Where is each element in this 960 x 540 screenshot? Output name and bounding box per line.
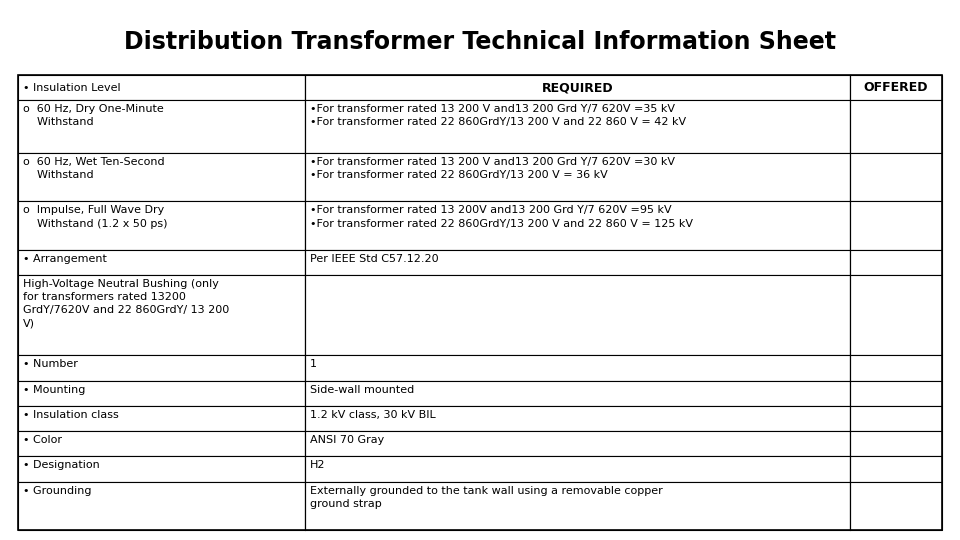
Bar (850, 355, 942, 381)
Bar (850, 153, 942, 201)
Bar (850, 482, 942, 530)
Text: H2: H2 (310, 461, 325, 470)
Bar (18, 482, 305, 530)
Text: • Color: • Color (23, 435, 62, 445)
Text: • Insulation class: • Insulation class (23, 410, 119, 420)
Bar (18, 75, 942, 530)
Bar (850, 75, 942, 100)
Bar (305, 406, 850, 431)
Bar (850, 275, 942, 355)
Bar (850, 100, 942, 153)
Text: •For transformer rated 13 200V and13 200 Grd Y/7 620V =95 kV
•For transformer ra: •For transformer rated 13 200V and13 200… (310, 205, 693, 228)
Text: High-Voltage Neutral Bushing (only
for transformers rated 13200
GrdY/7620V and 2: High-Voltage Neutral Bushing (only for t… (23, 279, 229, 328)
Bar (18, 75, 305, 100)
Bar (18, 456, 305, 482)
Text: 1.2 kV class, 30 kV BIL: 1.2 kV class, 30 kV BIL (310, 410, 436, 420)
Bar (305, 456, 850, 482)
Text: ANSI 70 Gray: ANSI 70 Gray (310, 435, 384, 445)
Bar (18, 201, 305, 249)
Text: Distribution Transformer Technical Information Sheet: Distribution Transformer Technical Infor… (124, 30, 836, 54)
Text: o  Impulse, Full Wave Dry
    Withstand (1.2 x 50 ps): o Impulse, Full Wave Dry Withstand (1.2 … (23, 205, 167, 228)
Bar (18, 275, 305, 355)
Bar (305, 482, 850, 530)
Text: o  60 Hz, Wet Ten-Second
    Withstand: o 60 Hz, Wet Ten-Second Withstand (23, 157, 164, 180)
Text: 1: 1 (310, 359, 317, 369)
Bar (305, 249, 850, 275)
Text: • Number: • Number (23, 359, 78, 369)
Bar (305, 275, 850, 355)
Text: •For transformer rated 13 200 V and13 200 Grd Y/7 620V =35 kV
•For transformer r: •For transformer rated 13 200 V and13 20… (310, 104, 686, 127)
Text: Per IEEE Std C57.12.20: Per IEEE Std C57.12.20 (310, 254, 439, 264)
Text: Side-wall mounted: Side-wall mounted (310, 384, 415, 395)
Bar (850, 406, 942, 431)
Text: • Mounting: • Mounting (23, 384, 85, 395)
Bar (305, 355, 850, 381)
Text: • Designation: • Designation (23, 461, 100, 470)
Bar (18, 249, 305, 275)
Bar (850, 249, 942, 275)
Text: OFFERED: OFFERED (864, 81, 928, 94)
Bar (18, 431, 305, 456)
Bar (18, 355, 305, 381)
Text: Externally grounded to the tank wall using a removable copper
ground strap: Externally grounded to the tank wall usi… (310, 486, 662, 509)
Text: o  60 Hz, Dry One-Minute
    Withstand: o 60 Hz, Dry One-Minute Withstand (23, 104, 164, 127)
Bar (305, 431, 850, 456)
Bar (18, 100, 305, 153)
Bar (305, 153, 850, 201)
Text: •For transformer rated 13 200 V and13 200 Grd Y/7 620V =30 kV
•For transformer r: •For transformer rated 13 200 V and13 20… (310, 157, 675, 180)
Text: • Insulation Level: • Insulation Level (23, 83, 121, 93)
Bar (850, 456, 942, 482)
Text: REQUIRED: REQUIRED (541, 81, 613, 94)
Bar (850, 381, 942, 406)
Bar (18, 153, 305, 201)
Bar (305, 100, 850, 153)
Bar (305, 75, 850, 100)
Bar (305, 201, 850, 249)
Text: • Grounding: • Grounding (23, 486, 91, 496)
Bar (18, 381, 305, 406)
Bar (850, 201, 942, 249)
Bar (18, 406, 305, 431)
Text: • Arrangement: • Arrangement (23, 254, 107, 264)
Bar (305, 381, 850, 406)
Bar (850, 431, 942, 456)
